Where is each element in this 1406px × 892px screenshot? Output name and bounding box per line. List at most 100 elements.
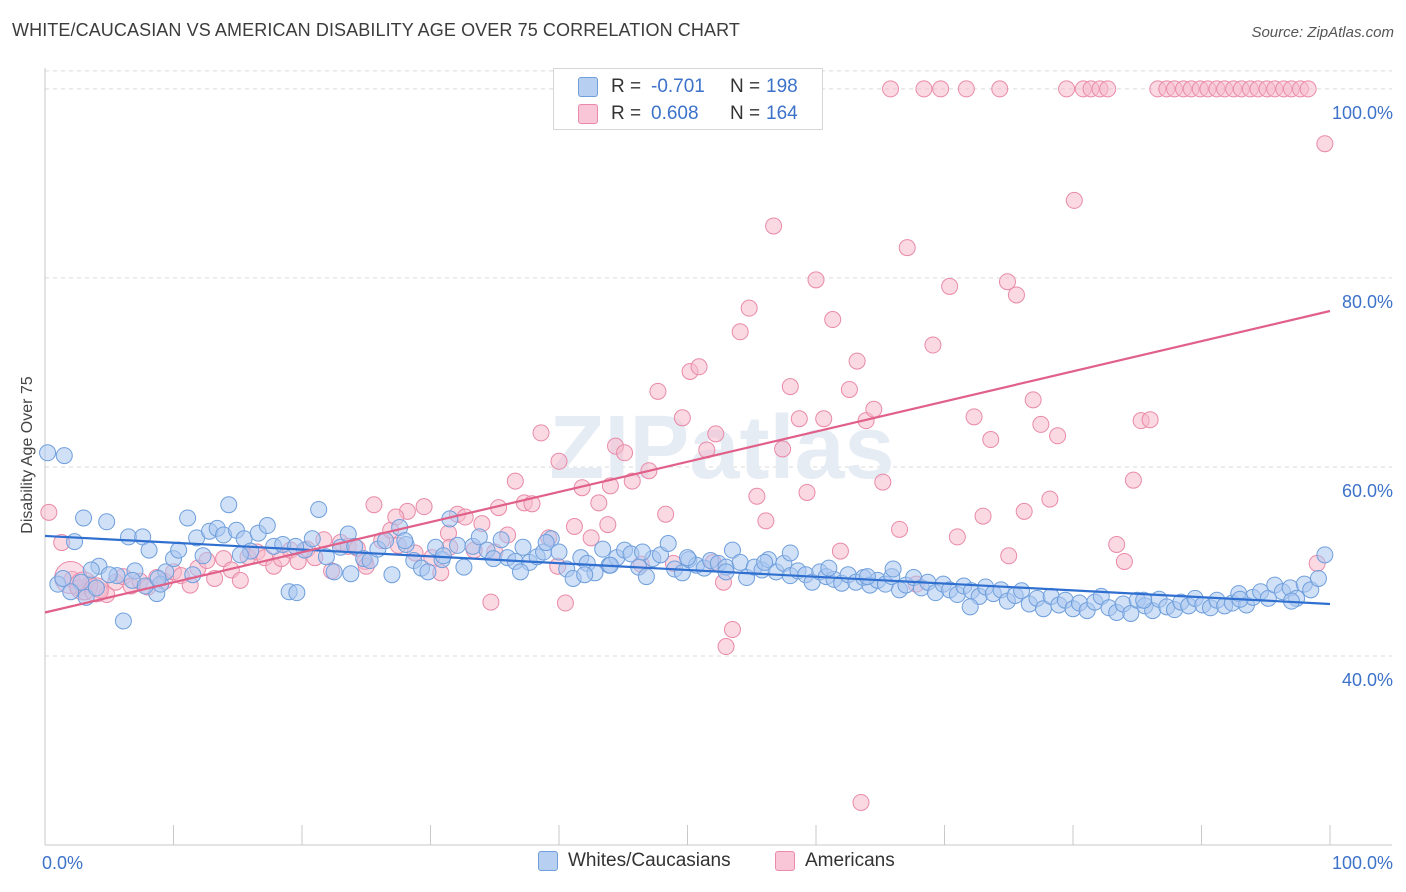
whites-point bbox=[679, 549, 696, 567]
americans-point bbox=[582, 529, 600, 547]
whites-point bbox=[258, 517, 276, 535]
americans-point bbox=[965, 408, 983, 426]
legend-n-value: 198 bbox=[766, 76, 798, 97]
whites-point bbox=[220, 496, 238, 514]
americans-point bbox=[807, 271, 825, 289]
correlation-legend: R = -0.701 N = 198 R = 0.608 N = 164 bbox=[553, 68, 823, 130]
whites-point bbox=[346, 537, 364, 555]
whites-point bbox=[140, 541, 158, 559]
whites-point bbox=[231, 546, 249, 564]
americans-point bbox=[1299, 80, 1317, 98]
whites-point bbox=[723, 541, 741, 559]
americans-point bbox=[740, 299, 758, 317]
americans-point bbox=[924, 336, 942, 354]
americans-point bbox=[482, 593, 500, 611]
americans-point bbox=[865, 400, 883, 418]
americans-point bbox=[882, 80, 900, 98]
legend-row-americans: R = 0.608 N = 164 bbox=[554, 100, 824, 128]
whites-point bbox=[396, 532, 414, 550]
whites-point bbox=[303, 530, 321, 548]
x-tick-label: 100.0% bbox=[1332, 853, 1393, 873]
americans-point bbox=[781, 378, 799, 396]
y-tick-label: 80.0% bbox=[1342, 292, 1393, 312]
americans-point bbox=[765, 217, 783, 235]
americans-point bbox=[365, 496, 383, 514]
legend-r-label: R = bbox=[611, 76, 642, 97]
americans-point bbox=[848, 352, 866, 370]
americans-point bbox=[456, 508, 474, 526]
whites-point bbox=[170, 541, 188, 559]
americans-point bbox=[774, 440, 792, 458]
americans-point bbox=[1049, 427, 1067, 445]
americans-point bbox=[623, 472, 641, 490]
americans-trend-line bbox=[44, 309, 1331, 614]
americans-point bbox=[616, 444, 634, 462]
americans-point bbox=[898, 239, 916, 257]
whites-point bbox=[419, 563, 437, 581]
whites-point bbox=[514, 538, 532, 556]
americans-point bbox=[565, 517, 583, 535]
axis-layer: 40.0% 60.0% 80.0% 100.0% 0.0% 100.0% bbox=[42, 68, 1393, 873]
y-tick-label: 100.0% bbox=[1332, 103, 1393, 123]
americans-point bbox=[723, 621, 741, 639]
americans-point bbox=[982, 431, 1000, 449]
americans-point bbox=[599, 516, 617, 534]
americans-point bbox=[840, 380, 858, 398]
whites-point bbox=[659, 535, 677, 553]
whites-point bbox=[858, 568, 876, 586]
whites-point bbox=[98, 513, 116, 531]
americans-point bbox=[998, 273, 1016, 291]
whites-point bbox=[550, 543, 568, 561]
whites-point bbox=[634, 543, 652, 561]
whites-point bbox=[383, 566, 401, 584]
whites-trend-line bbox=[44, 534, 1331, 606]
chart-title: WHITE/CAUCASIAN VS AMERICAN DISABILITY A… bbox=[12, 20, 740, 40]
americans-point bbox=[707, 425, 725, 443]
whites-point bbox=[820, 559, 838, 577]
americans-point bbox=[1316, 135, 1334, 153]
americans-point bbox=[852, 793, 870, 811]
whites-point bbox=[87, 579, 105, 597]
americans-point bbox=[1124, 471, 1142, 489]
americans-point bbox=[891, 520, 909, 538]
y-axis-label: Disability Age Over 75 bbox=[19, 376, 36, 534]
americans-point bbox=[1115, 552, 1133, 570]
americans-point bbox=[1065, 191, 1083, 209]
whites-point bbox=[731, 553, 749, 571]
americans-point bbox=[915, 80, 933, 98]
americans-point bbox=[231, 571, 249, 589]
whites-point bbox=[377, 532, 395, 550]
whites-point bbox=[455, 558, 473, 576]
whites-point bbox=[66, 533, 84, 551]
americans-point bbox=[1015, 502, 1033, 520]
americans-point bbox=[757, 512, 775, 530]
americans-point bbox=[831, 542, 849, 560]
legend-row-whites: R = -0.701 N = 198 bbox=[554, 73, 824, 101]
legend-swatch-americans bbox=[775, 851, 795, 871]
whites-point bbox=[594, 540, 612, 558]
legend-r-value: 0.608 bbox=[651, 103, 699, 124]
americans-point bbox=[1024, 391, 1042, 409]
whites-point bbox=[194, 547, 212, 565]
legend-r-value: -0.701 bbox=[651, 76, 705, 97]
americans-point bbox=[717, 638, 735, 656]
whites-point bbox=[1316, 546, 1334, 564]
whites-point bbox=[39, 444, 57, 462]
americans-point bbox=[532, 424, 550, 442]
x-tick-label: 0.0% bbox=[42, 853, 83, 873]
whites-point bbox=[1135, 591, 1153, 609]
legend-n-label: N = bbox=[730, 76, 761, 97]
legend-item-americans[interactable]: Americans bbox=[775, 850, 895, 872]
legend-item-whites[interactable]: Whites/Caucasians bbox=[538, 850, 731, 872]
whites-point bbox=[288, 584, 306, 602]
source-credit: Source: ZipAtlas.com bbox=[1251, 24, 1394, 41]
americans-point bbox=[790, 410, 808, 428]
americans-point bbox=[690, 358, 708, 376]
americans-point bbox=[1141, 411, 1159, 429]
whites-point bbox=[537, 534, 555, 552]
legend-swatch-whites bbox=[538, 851, 558, 871]
whites-point bbox=[781, 544, 799, 562]
americans-point bbox=[874, 473, 892, 491]
whites-point bbox=[1309, 569, 1327, 587]
whites-point bbox=[511, 563, 529, 581]
